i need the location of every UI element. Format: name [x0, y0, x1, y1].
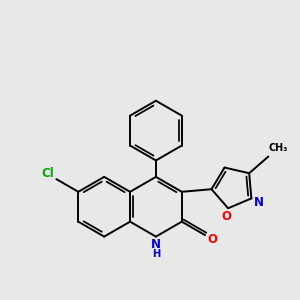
Text: O: O [207, 233, 217, 246]
Text: N: N [254, 196, 263, 209]
Text: CH₃: CH₃ [268, 143, 287, 153]
Text: O: O [221, 210, 231, 223]
Text: N: N [151, 238, 161, 251]
Text: Cl: Cl [41, 167, 54, 180]
Text: H: H [152, 249, 160, 259]
